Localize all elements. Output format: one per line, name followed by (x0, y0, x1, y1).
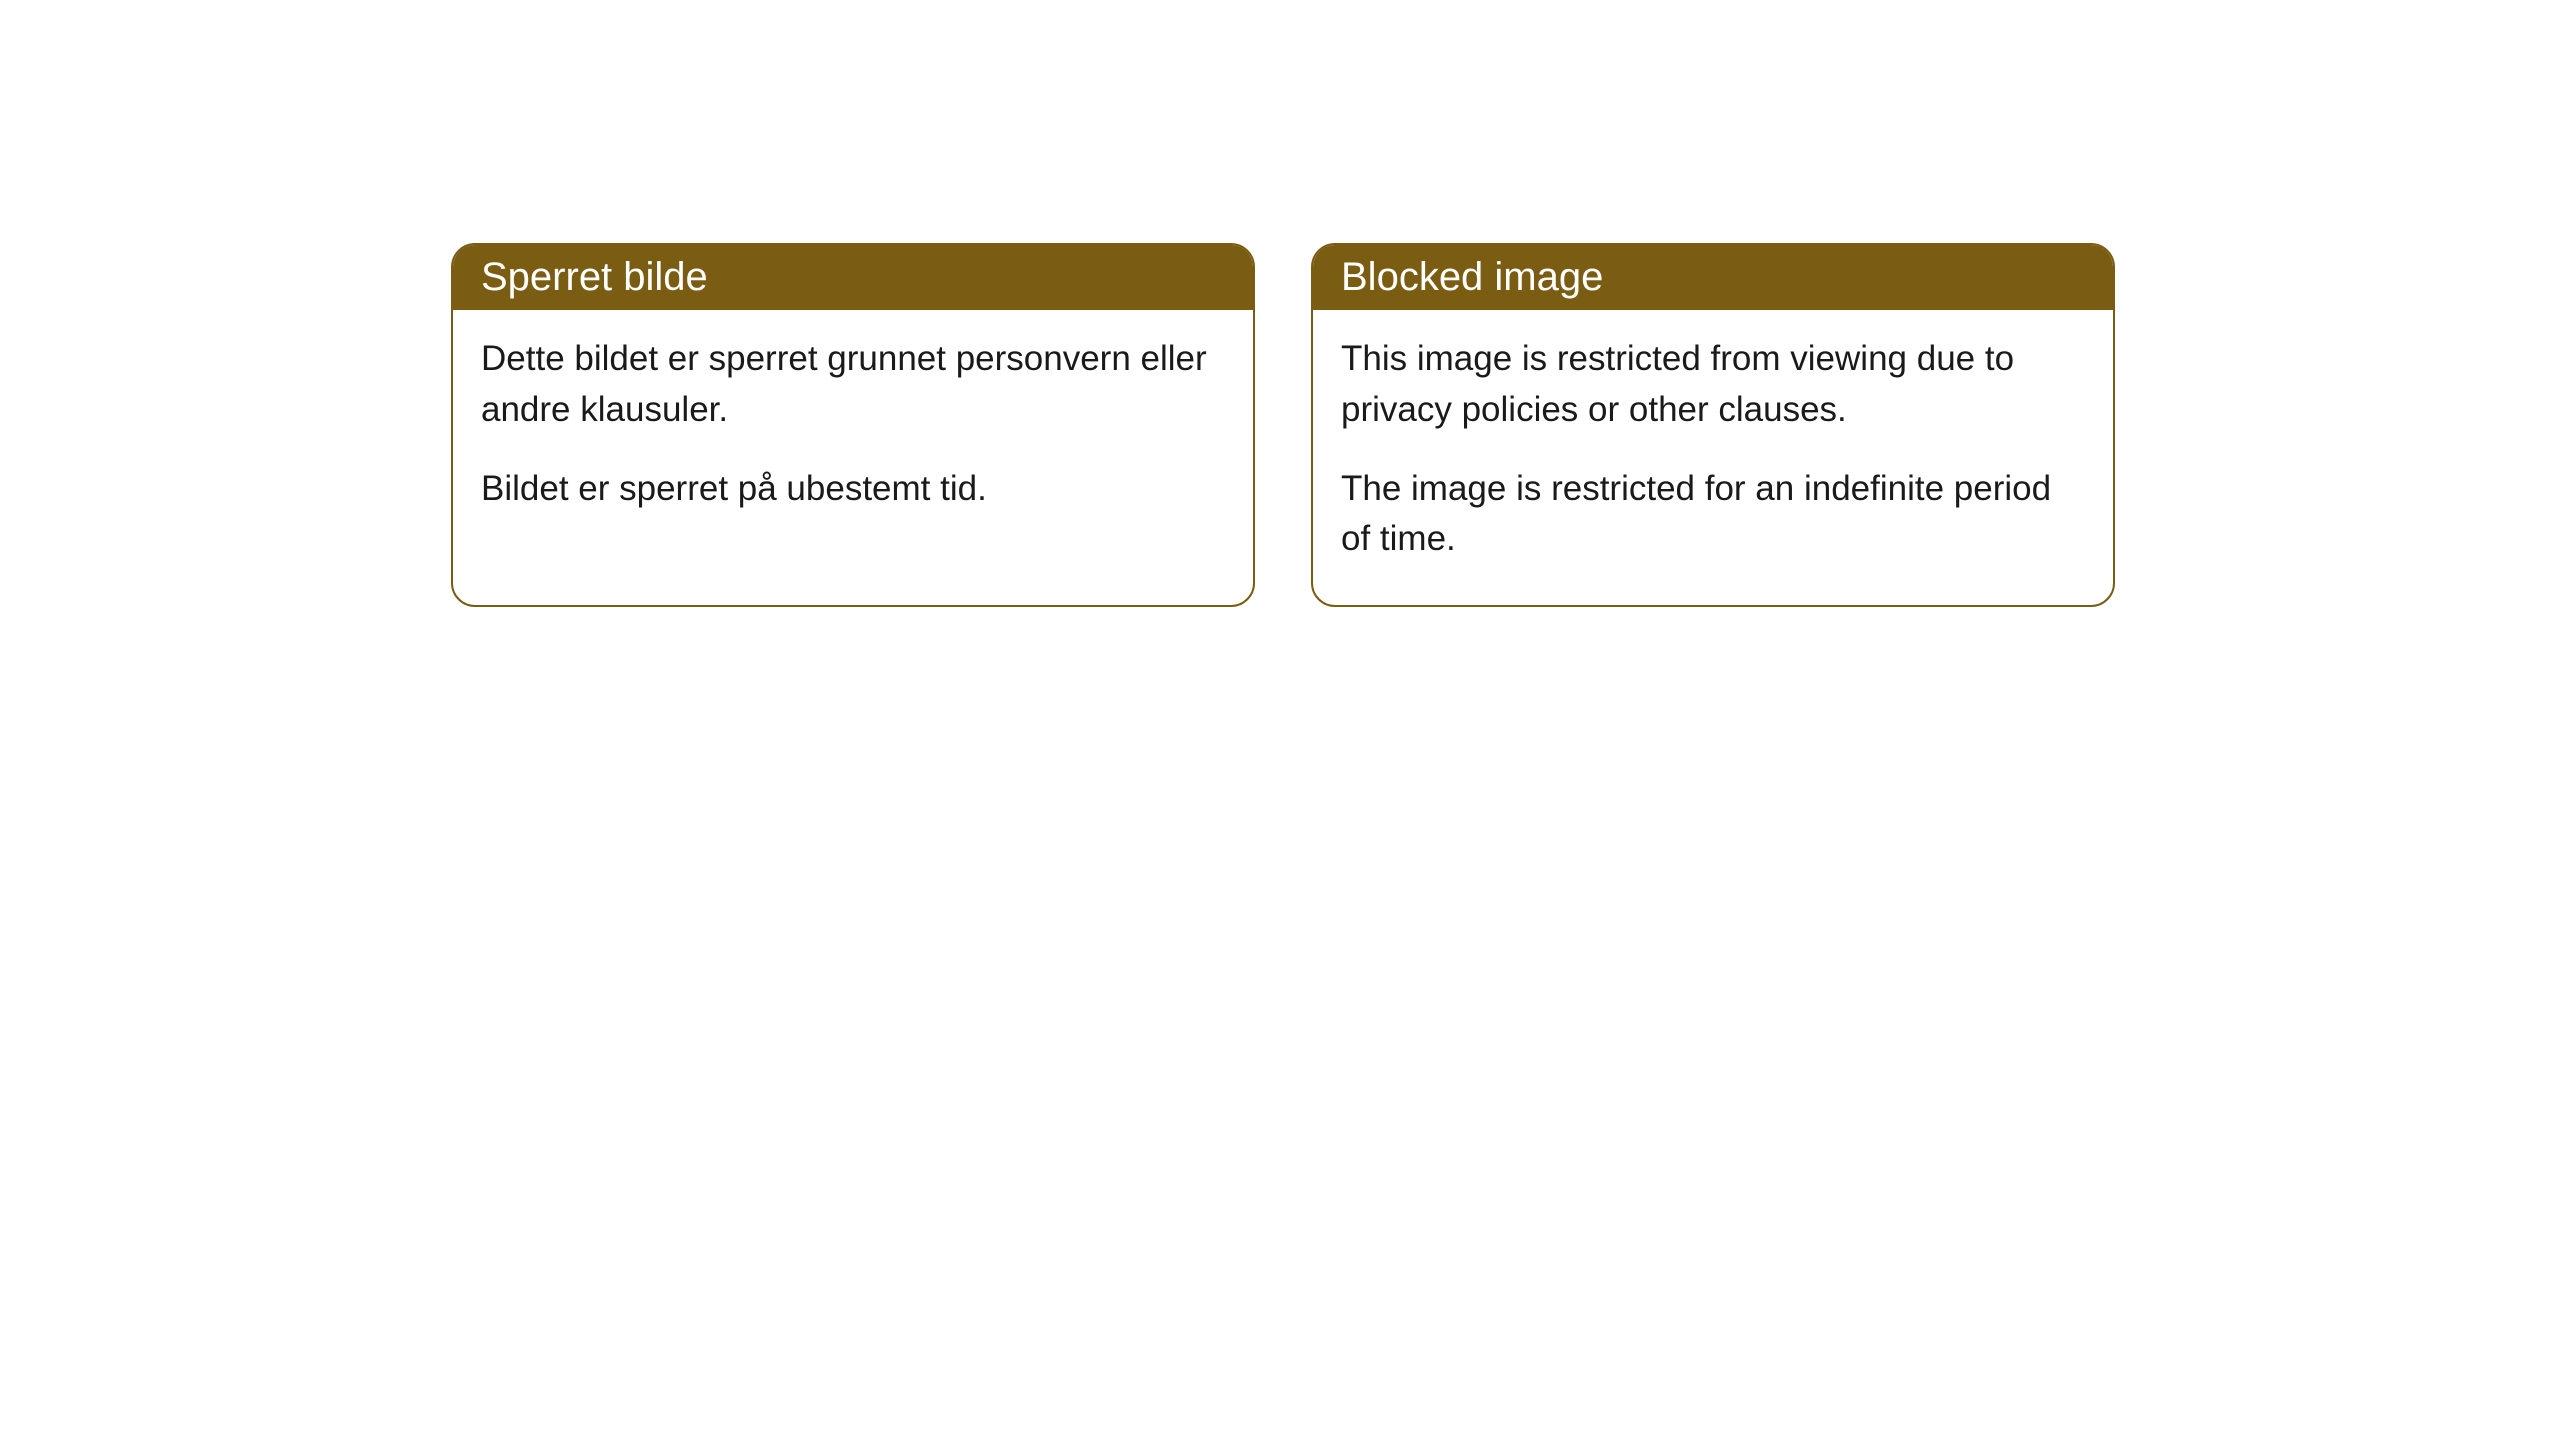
card-paragraph-2-english: The image is restricted for an indefinit… (1341, 464, 2085, 566)
card-body-norwegian: Dette bildet er sperret grunnet personve… (453, 310, 1253, 554)
card-header-norwegian: Sperret bilde (453, 245, 1253, 310)
blocked-image-card-norwegian: Sperret bilde Dette bildet er sperret gr… (451, 243, 1255, 607)
notice-container: Sperret bilde Dette bildet er sperret gr… (0, 0, 2560, 607)
card-title-english: Blocked image (1341, 255, 1603, 299)
card-title-norwegian: Sperret bilde (481, 255, 708, 299)
card-paragraph-1-norwegian: Dette bildet er sperret grunnet personve… (481, 334, 1225, 436)
card-body-english: This image is restricted from viewing du… (1313, 310, 2113, 605)
blocked-image-card-english: Blocked image This image is restricted f… (1311, 243, 2115, 607)
card-paragraph-2-norwegian: Bildet er sperret på ubestemt tid. (481, 464, 1225, 515)
card-paragraph-1-english: This image is restricted from viewing du… (1341, 334, 2085, 436)
card-header-english: Blocked image (1313, 245, 2113, 310)
